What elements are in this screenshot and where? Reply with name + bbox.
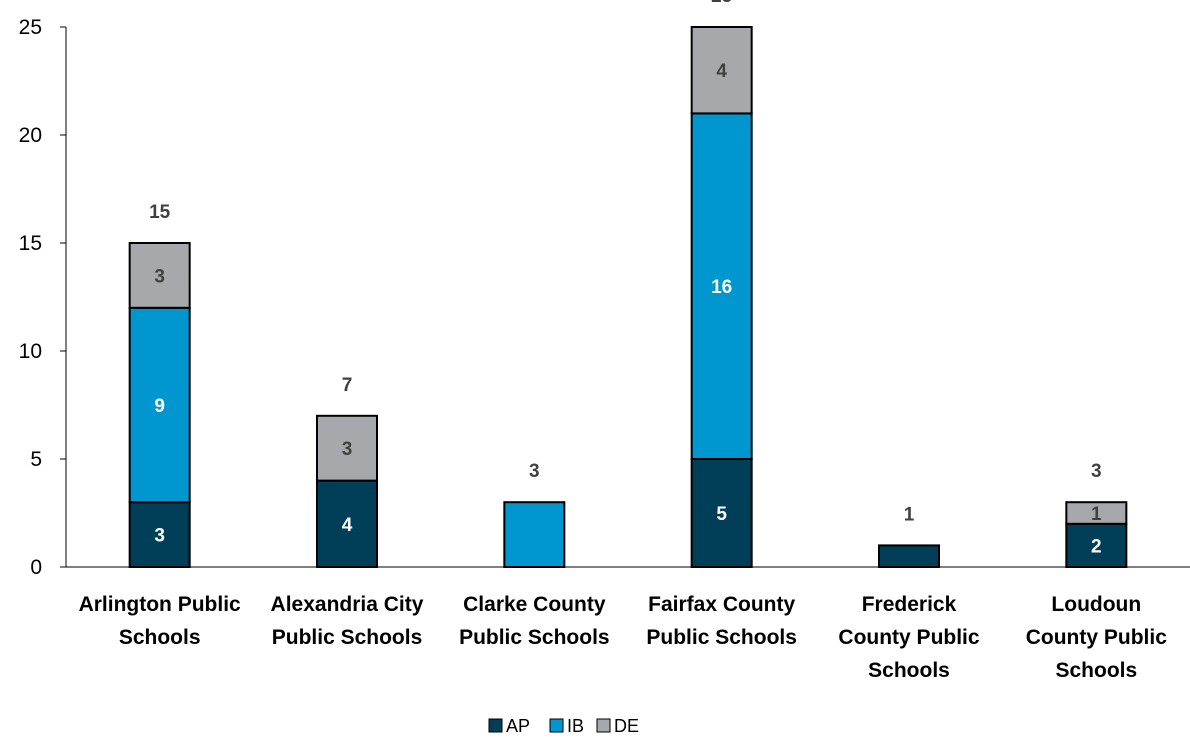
category-label: County Public: [1026, 626, 1167, 649]
bar-segment-de: [128, 242, 191, 309]
category-label: County Public: [838, 626, 979, 649]
category-label: Public Schools: [459, 626, 610, 649]
segment-value-label: 9: [154, 396, 165, 417]
legend-swatch-ap: [488, 718, 503, 733]
legend-swatch-de: [596, 718, 611, 733]
category-label: Schools: [868, 659, 950, 682]
category-label: Public Schools: [272, 626, 423, 649]
segment-value-label: 16: [711, 277, 732, 298]
total-value-label: 1: [904, 504, 915, 525]
y-tick-label: 20: [19, 124, 42, 147]
y-tick-label: 10: [19, 340, 42, 363]
category-label: Public Schools: [646, 626, 797, 649]
legend-swatch-ib: [549, 718, 564, 733]
legend-label-de: DE: [614, 716, 639, 736]
total-value-label: 3: [529, 461, 540, 482]
segment-value-label: 2: [1091, 536, 1102, 557]
y-tick-label: 15: [19, 232, 42, 255]
legend-label-ap: AP: [506, 716, 530, 736]
bar-segment-ib: [503, 501, 566, 569]
legend: AP IB DE: [488, 716, 639, 736]
bar-segment-de: [1065, 501, 1128, 525]
bar-segment-ap: [1065, 522, 1128, 568]
bar-segment-ib: [128, 306, 191, 504]
category-label: Alexandria City: [271, 593, 424, 616]
category-label: Frederick: [862, 593, 957, 616]
category-label: Arlington Public: [79, 593, 241, 616]
y-axis-ticks: 0 5 10 15 20 25: [19, 16, 66, 579]
legend-label-ib: IB: [567, 716, 584, 736]
segment-value-label: 3: [154, 266, 165, 287]
category-label: Clarke County: [463, 593, 606, 616]
bar-segment-ap: [128, 501, 191, 569]
y-tick-label: 0: [30, 556, 42, 579]
total-value-label: 3: [1091, 461, 1102, 482]
category-label: Schools: [1055, 659, 1137, 682]
segment-value-label: 1: [1091, 504, 1102, 525]
category-labels: Arlington Public Schools Alexandria City Pu…: [79, 593, 1168, 682]
segment-value-label: 4: [342, 515, 353, 536]
segment-value-label: 5: [716, 504, 727, 525]
category-label: Loudoun: [1051, 593, 1141, 616]
category-label: Fairfax County: [648, 593, 795, 616]
segment-value-label: 3: [342, 439, 353, 460]
bars: 3 9 3 15 4 3 7 3 5 16 4 25 1 2 1 3: [128, 0, 1128, 569]
bar-segment-ap: [878, 544, 940, 569]
total-value-label: 15: [149, 202, 171, 223]
bar-segment-de: [316, 414, 378, 482]
y-tick-label: 25: [19, 16, 42, 39]
y-tick-label: 5: [30, 448, 42, 471]
category-label: Schools: [119, 626, 201, 649]
total-value-label: 25: [711, 0, 733, 7]
segment-value-label: 4: [716, 61, 727, 82]
segment-value-label: 3: [154, 526, 165, 547]
bar-segment-de: [690, 26, 753, 115]
total-value-label: 7: [342, 375, 353, 396]
